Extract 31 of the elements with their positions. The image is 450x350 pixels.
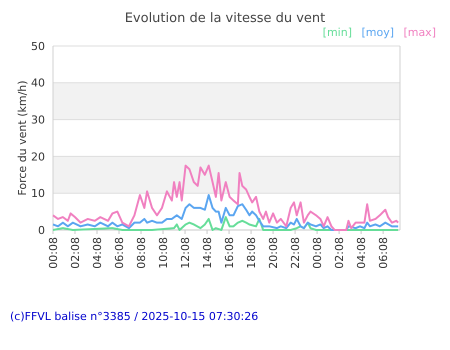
- x-tick-label: 02:08: [332, 237, 346, 269]
- x-tick-label: 06:08: [376, 237, 390, 269]
- x-tick-label: 12:08: [178, 237, 192, 269]
- line-series: [52, 216, 400, 231]
- text: [moy]: [361, 26, 394, 39]
- y-tick-label: 30: [31, 113, 45, 126]
- line-series: [52, 164, 400, 231]
- text: [max]: [403, 26, 436, 39]
- x-tick-label: 08:08: [134, 237, 148, 269]
- text: (c)FFVL balise n°3385 / 2025-10-15 07:30:26: [10, 310, 258, 323]
- x-tick-label: 02:08: [68, 237, 82, 269]
- x-tick-label: 00:08: [310, 237, 324, 269]
- y-tick-label: 20: [31, 150, 45, 164]
- x-tick-label: 10:08: [156, 237, 170, 269]
- x-tick-label: 22:08: [288, 237, 302, 269]
- x-tick-label: 04:08: [354, 237, 368, 269]
- y-tick-label: 10: [31, 187, 45, 200]
- chart-title: Evolution de la vitesse du vent: [124, 11, 326, 26]
- x-tick-label: 18:08: [244, 237, 258, 269]
- y-tick-label: 0: [38, 224, 45, 237]
- text: [min]: [322, 26, 352, 39]
- y-axis-title: Force du vent (km/h): [16, 80, 29, 196]
- x-tick-label: 06:08: [112, 237, 126, 269]
- y-tick-label: 50: [31, 40, 45, 53]
- x-tick-label: 14:08: [200, 237, 214, 269]
- x-tick-label: 16:08: [222, 237, 236, 269]
- x-tick-label: 00:08: [46, 237, 60, 269]
- x-tick-label: 20:08: [266, 237, 280, 269]
- x-tick-label: 04:08: [90, 237, 104, 269]
- line-series: [52, 194, 400, 231]
- y-tick-label: 40: [31, 76, 45, 90]
